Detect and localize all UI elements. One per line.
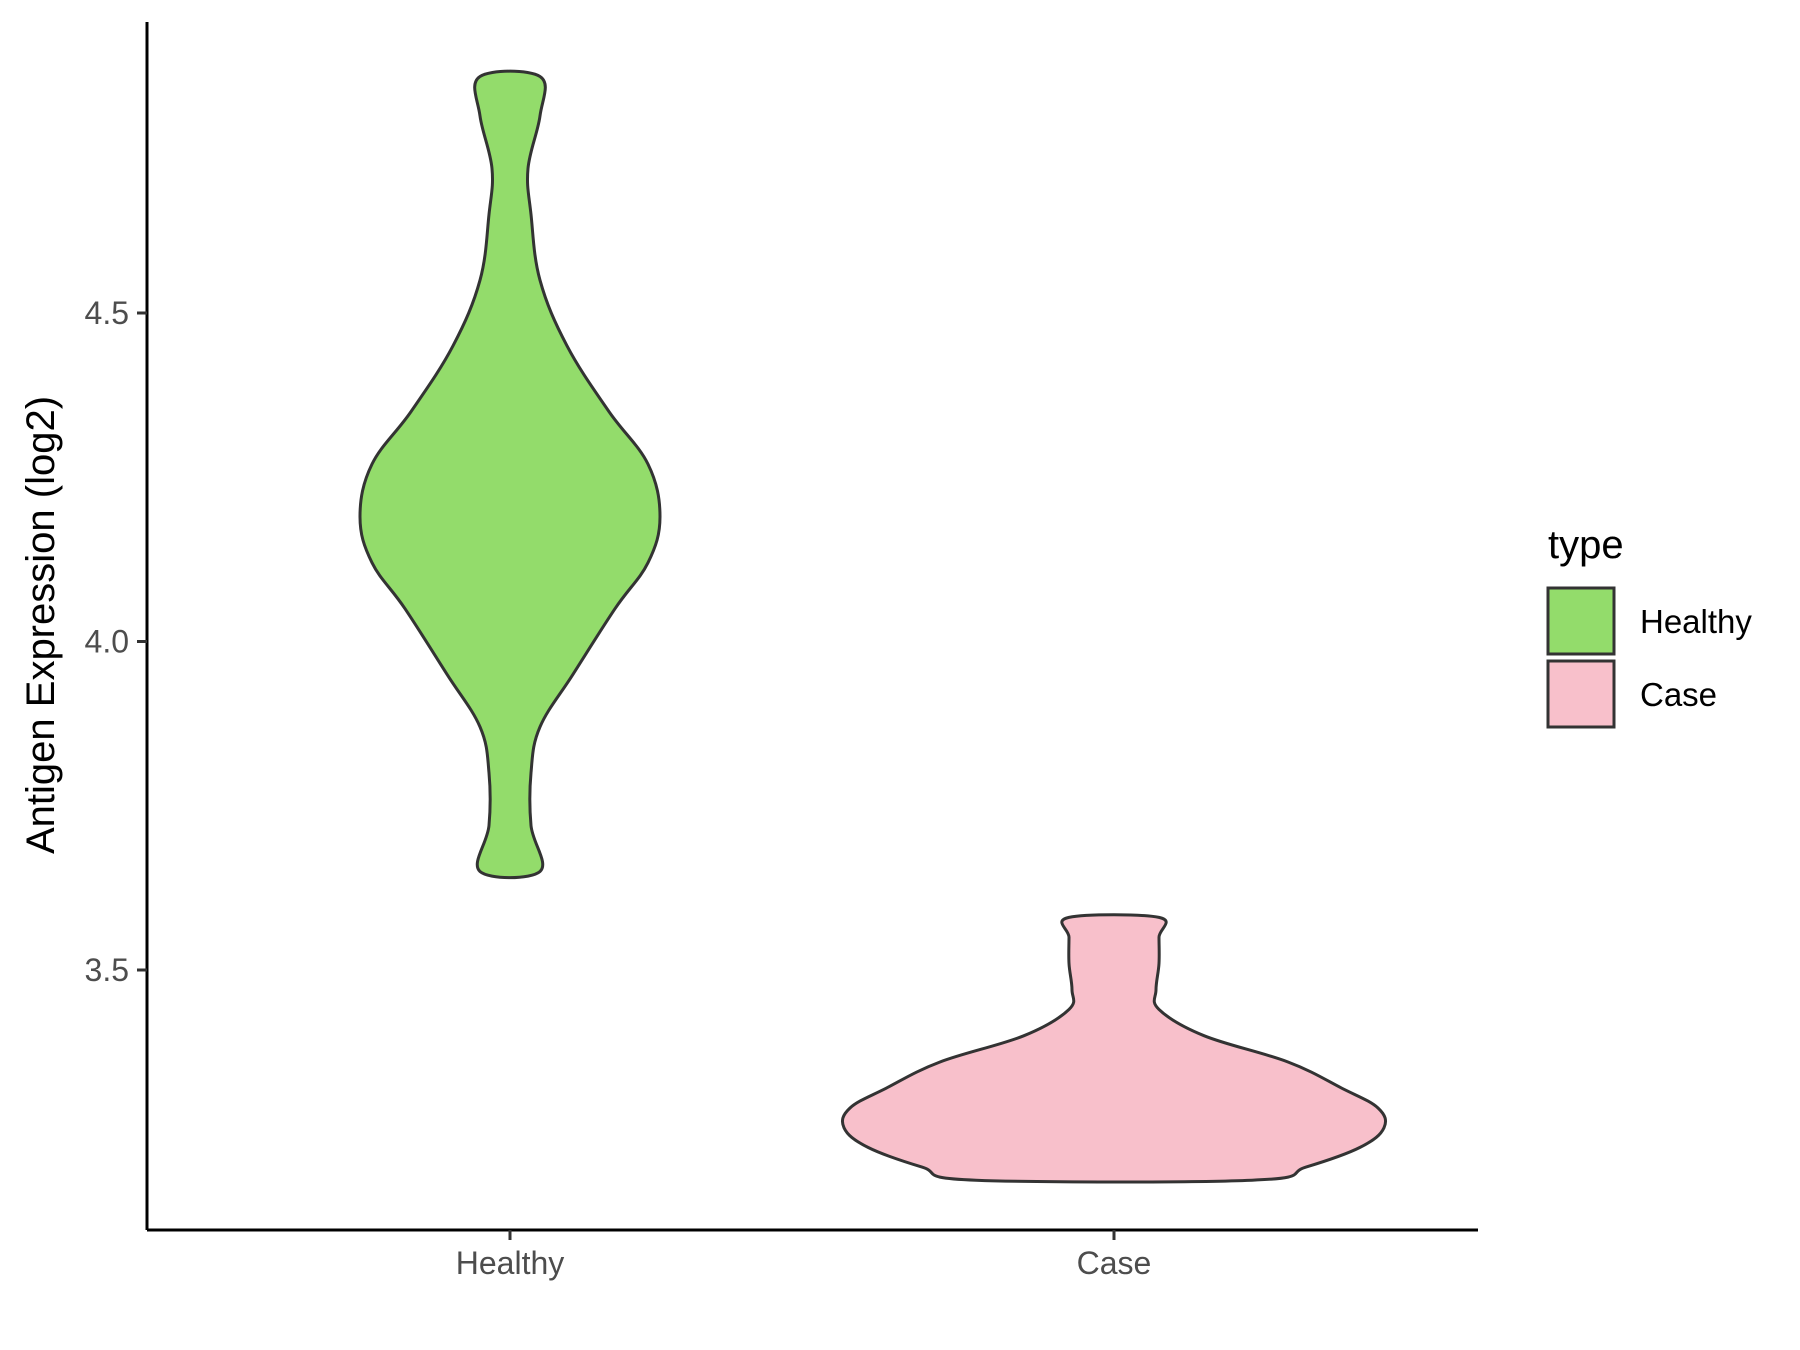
y-tick-label: 4.5 xyxy=(85,295,129,331)
legend-swatch-healthy xyxy=(1546,586,1616,656)
legend-label-healthy: Healthy xyxy=(1640,603,1752,640)
y-ticks: 3.5 4.0 4.5 xyxy=(85,295,147,988)
legend-label-case: Case xyxy=(1640,676,1717,713)
violins-layer xyxy=(358,69,1388,1184)
y-axis-title: Antigen Expression (log2) xyxy=(19,396,63,854)
y-tick-label: 4.0 xyxy=(85,624,129,660)
violin-case xyxy=(840,913,1388,1184)
legend: type Healthy Case xyxy=(1546,523,1752,729)
x-ticks: Healthy Case xyxy=(456,1230,1152,1281)
violin-healthy xyxy=(358,69,662,880)
legend-swatch-case xyxy=(1546,659,1616,729)
y-tick-label: 3.5 xyxy=(85,952,129,988)
x-tick-label: Case xyxy=(1077,1245,1152,1281)
x-tick-label: Healthy xyxy=(456,1245,565,1281)
legend-title: type xyxy=(1548,523,1624,567)
